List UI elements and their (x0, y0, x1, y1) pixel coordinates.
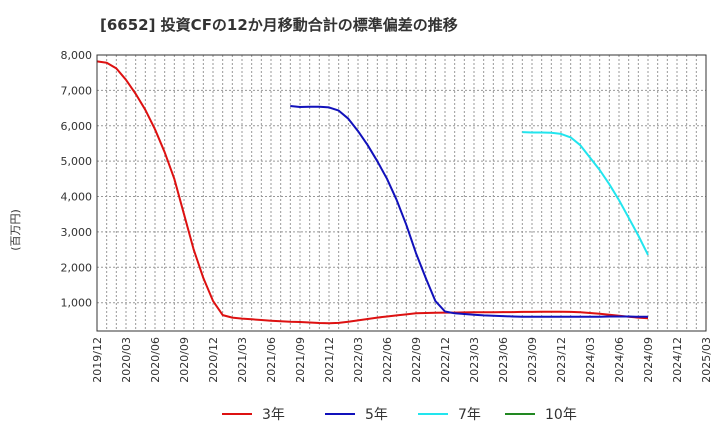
x-tick-label: 2019/12 (91, 337, 104, 383)
chart-title: [6652] 投資CFの12か月移動合計の標準偏差の推移 (100, 16, 458, 34)
y-tick-label: 1,000 (61, 297, 93, 310)
plot-frame (96, 54, 707, 332)
y-tick-label: 6,000 (61, 120, 93, 133)
x-tick-label: 2021/06 (265, 337, 278, 383)
x-tick-label: 2024/12 (671, 337, 684, 383)
x-tick-label: 2021/03 (236, 337, 249, 383)
x-tick-label: 2023/12 (555, 337, 568, 383)
x-tick-labels: 2019/12 2020/03 2020/06 2020/09 2020/12 2021/… (91, 337, 713, 383)
y-tick-label: 3,000 (61, 226, 93, 239)
x-tick-label: 2022/09 (410, 337, 423, 383)
legend-label: 7年 (458, 407, 481, 423)
legend-label: 5年 (365, 407, 388, 423)
y-tick-label: 8,000 (61, 49, 93, 62)
x-tick-label: 2024/09 (642, 337, 655, 383)
grid-lines (97, 54, 706, 331)
y-tick-label: 7,000 (61, 84, 93, 97)
legend: 3年 5年 7年 10年 (222, 407, 577, 423)
x-tick-label: 2023/09 (526, 337, 539, 383)
series-lines (96, 60, 649, 325)
y-tick-label: 2,000 (61, 261, 93, 274)
legend-label: 3年 (262, 407, 285, 423)
x-tick-label: 2024/06 (613, 337, 626, 383)
legend-label: 10年 (545, 407, 577, 423)
x-tick-label: 2020/12 (207, 337, 220, 383)
x-tick-label: 2025/03 (700, 337, 713, 383)
x-tick-label: 2020/09 (178, 337, 191, 383)
x-tick-label: 2021/09 (294, 337, 307, 383)
x-tick-label: 2022/03 (352, 337, 365, 383)
series-line (522, 131, 649, 256)
x-tick-label: 2023/03 (468, 337, 481, 383)
series-line (96, 60, 649, 325)
y-tick-label: 4,000 (61, 191, 93, 204)
x-tick-label: 2023/06 (497, 337, 510, 383)
y-tick-label: 5,000 (61, 155, 93, 168)
x-tick-label: 2021/12 (323, 337, 336, 383)
y-tick-labels: 1,000 2,000 3,000 4,000 5,000 6,000 7,000 8,000 (61, 49, 93, 310)
x-tick-label: 2020/06 (149, 337, 162, 383)
x-tick-label: 2022/12 (439, 337, 452, 383)
series-line (290, 105, 648, 318)
x-tick-label: 2020/03 (120, 337, 133, 383)
x-tick-label: 2022/06 (381, 337, 394, 383)
x-tick-label: 2024/03 (584, 337, 597, 383)
